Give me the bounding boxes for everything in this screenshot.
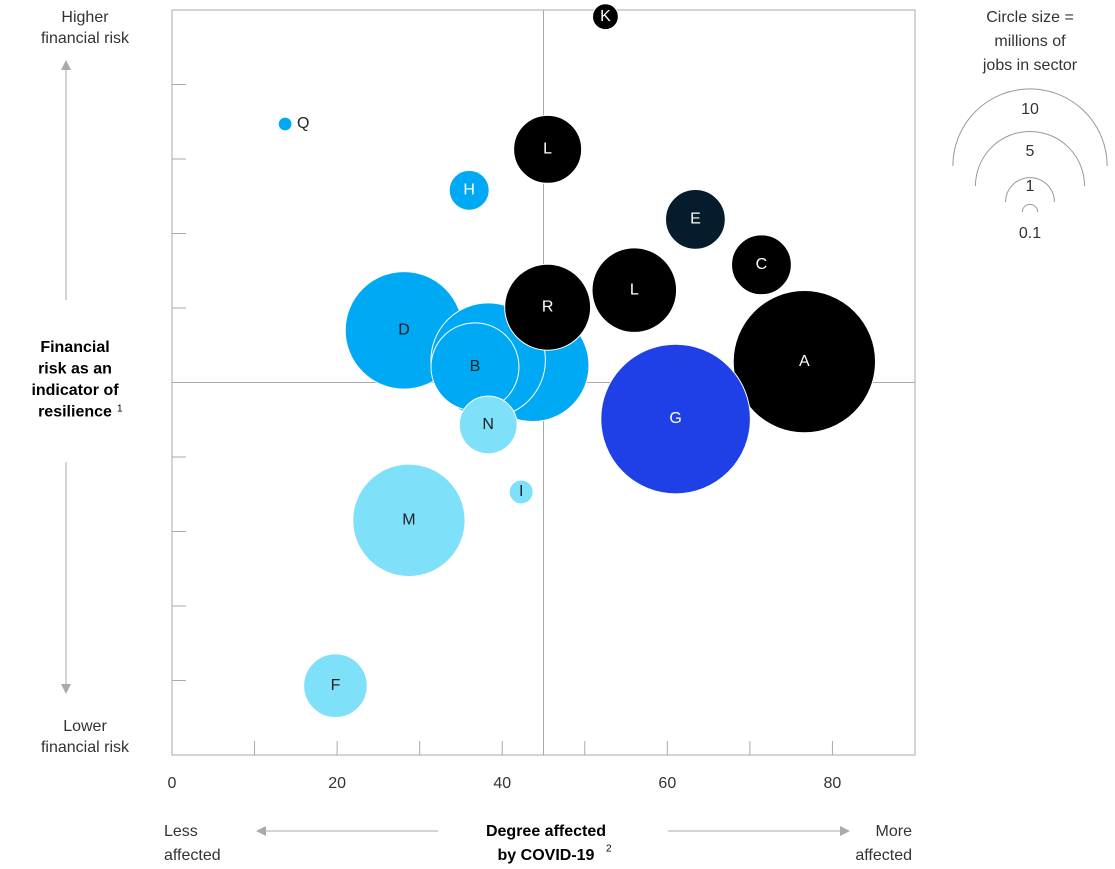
axis-label: Less <box>164 823 198 840</box>
axis-label: financial risk <box>41 739 130 756</box>
axis-label: resilience <box>38 404 112 421</box>
bubble <box>352 463 466 577</box>
bubble-label: E <box>690 211 701 228</box>
bubble <box>600 343 751 495</box>
footnote-marker: 2 <box>606 844 612 855</box>
bubble <box>277 116 293 132</box>
bubble-label: G <box>669 410 681 427</box>
arrows <box>61 60 850 836</box>
bubble <box>448 169 490 211</box>
x-tick-label: 20 <box>328 775 346 792</box>
bubble-label: L <box>543 141 552 158</box>
axis-label: Financial <box>40 339 109 356</box>
legend-arc <box>952 88 1108 167</box>
bubble <box>504 263 592 351</box>
arrowhead <box>840 826 850 836</box>
legend-label: 0.1 <box>1019 225 1041 242</box>
legend-arc <box>1021 203 1039 213</box>
legend-arc <box>1005 177 1055 203</box>
arrowhead <box>256 826 266 836</box>
bubble <box>458 395 518 455</box>
axis-label: risk as an <box>38 361 112 378</box>
bubble <box>303 653 368 719</box>
bubble-label: H <box>463 182 475 199</box>
bubble-label: Q <box>297 115 309 132</box>
axis-label: More <box>876 823 913 840</box>
legend-label: 5 <box>1026 143 1035 160</box>
footnote-marker: 1 <box>117 404 123 415</box>
bubble <box>591 247 678 333</box>
bubble <box>731 234 792 296</box>
axis-label: indicator of <box>31 382 119 399</box>
arrowhead <box>61 684 71 694</box>
bubble <box>508 479 534 505</box>
axis-label: affected <box>855 847 912 864</box>
axis-label: jobs in sector <box>982 57 1078 74</box>
axis-label: by COVID-19 <box>498 847 595 864</box>
bubble <box>665 188 726 250</box>
bubble <box>513 114 583 184</box>
bubble <box>732 290 877 434</box>
bubble-label: L <box>630 281 639 298</box>
bubble-label: N <box>482 416 494 433</box>
bubble-label: M <box>402 512 415 529</box>
legend-label: 10 <box>1021 101 1039 118</box>
axis-label: millions of <box>994 33 1066 50</box>
bubble-label: D <box>398 322 410 339</box>
bubble-label: R <box>542 298 554 315</box>
legend-arc <box>974 131 1086 187</box>
bubble-label: B <box>470 358 481 375</box>
x-tick-label: 80 <box>824 775 842 792</box>
bubble-label: C <box>756 256 768 273</box>
x-tick-label: 0 <box>168 775 177 792</box>
bubble-label: I <box>519 483 523 500</box>
x-tick-label: 60 <box>658 775 676 792</box>
bubble-label: A <box>799 353 810 370</box>
bubble-label: K <box>600 8 611 25</box>
axis-label: Lower <box>63 718 107 735</box>
axis-label: Circle size = <box>986 9 1074 26</box>
axis-label: Degree affected <box>486 823 606 840</box>
axis-label: financial risk <box>41 30 130 47</box>
axis-label: affected <box>164 847 221 864</box>
legend-label: 1 <box>1026 178 1035 195</box>
axis-label: Higher <box>61 9 109 26</box>
arrowhead <box>61 60 71 70</box>
bubble-label: F <box>331 677 341 694</box>
bubble <box>592 3 619 31</box>
x-tick-label: 40 <box>493 775 511 792</box>
